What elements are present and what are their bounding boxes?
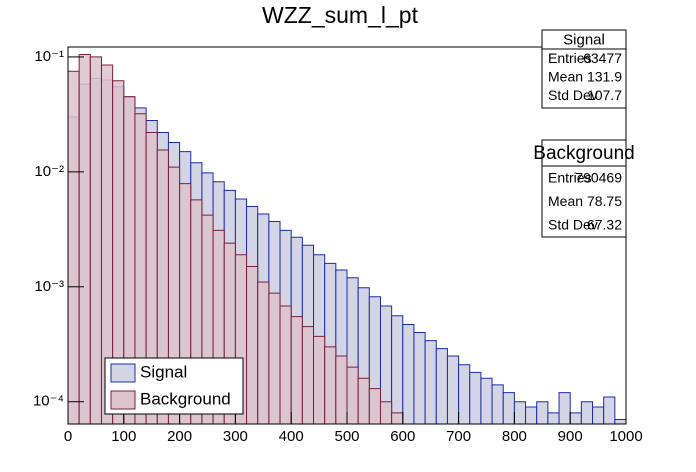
legend-swatch (110, 390, 136, 410)
stats-title: Signal (563, 31, 605, 48)
histogram-bar (458, 364, 470, 424)
stats-box (541, 29, 627, 109)
histogram-bar (603, 396, 615, 424)
histogram-bar (90, 56, 102, 425)
histogram-bar (592, 406, 604, 424)
x-tick-label: 600 (390, 428, 415, 445)
histogram-bar (324, 263, 336, 424)
x-tick-label: 900 (558, 428, 583, 445)
histogram-bar (469, 372, 481, 424)
stats-label: Mean (548, 68, 583, 84)
histogram-bar (347, 367, 359, 424)
x-tick-label: 500 (334, 428, 359, 445)
bar-outline (558, 392, 571, 424)
histogram-bar (402, 324, 414, 424)
y-tick-label: 10⁻³ (34, 278, 64, 295)
histogram-bar (559, 392, 571, 424)
stats-value: 131.9 (587, 68, 622, 84)
histogram-bar (436, 348, 448, 424)
x-tick-label: 1000 (609, 428, 642, 445)
histogram-bar (246, 266, 258, 424)
stats-value: 63477 (583, 50, 622, 66)
stats-value: 107.7 (587, 87, 622, 103)
histogram-bar (68, 71, 80, 424)
histogram-bar (324, 346, 336, 424)
histogram-bar (112, 80, 124, 424)
x-tick-label: 100 (111, 428, 136, 445)
histogram-bar (570, 412, 582, 424)
stats-value: 78.75 (587, 193, 622, 209)
stats-value: 67.32 (587, 216, 622, 232)
x-tick-label: 0 (64, 428, 72, 445)
stats-title: Background (533, 143, 634, 164)
y-tick-label: 10⁻² (34, 163, 64, 180)
histogram-bar (514, 401, 526, 424)
stats-value: 790469 (575, 169, 622, 185)
stats-label: Std Dev (548, 216, 598, 232)
stats-label: Mean (548, 193, 583, 209)
x-tick-label: 400 (279, 428, 304, 445)
histogram-bar (581, 401, 593, 424)
histogram-bar (391, 315, 403, 424)
histogram-bar (268, 293, 281, 424)
histogram-bar (335, 355, 347, 424)
histogram-bar (447, 355, 459, 424)
histogram-bar (380, 401, 392, 424)
histogram-bar (536, 401, 548, 424)
histogram-bar (79, 54, 91, 424)
histogram-bar (291, 316, 303, 424)
histogram-bar (302, 326, 314, 424)
histogram-bar (190, 199, 202, 424)
histogram-bar (347, 277, 359, 424)
legend-label: Background (140, 389, 231, 408)
histogram-bar (413, 332, 426, 424)
histogram-bar (123, 96, 135, 424)
legend-label: Signal (140, 362, 187, 381)
histogram-bar (101, 65, 113, 424)
stats-box (541, 139, 627, 238)
histogram-bar (257, 282, 269, 424)
histogram-bar (369, 296, 381, 424)
stats-label: Entries (548, 50, 592, 66)
histogram-bar (179, 183, 191, 424)
histogram-bar (146, 132, 158, 424)
histogram-bar (503, 392, 515, 424)
x-tick-label: 200 (167, 428, 192, 445)
histogram-bar (492, 384, 504, 424)
histogram-bar (369, 388, 381, 424)
bar-outline (603, 396, 616, 424)
histogram-bar (480, 378, 493, 424)
legend-swatch (110, 363, 136, 383)
x-tick-label: 700 (446, 428, 471, 445)
histogram-bar (358, 287, 370, 424)
stats-label: Std Dev (548, 87, 598, 103)
histogram-bar (235, 254, 247, 424)
histogram-bar (201, 215, 214, 424)
histogram-bar (547, 412, 560, 424)
y-tick-label: 10⁻¹ (34, 48, 64, 65)
histogram-bar (224, 243, 236, 424)
histogram-bar (213, 230, 225, 424)
y-tick-label: 10⁻⁴ (33, 393, 64, 410)
histogram-bar (157, 149, 169, 424)
x-tick-label: 300 (223, 428, 248, 445)
histogram-bar (335, 269, 347, 424)
histogram-bar (280, 306, 292, 424)
stats-label: Entries (548, 169, 592, 185)
histogram-bar (425, 340, 437, 424)
histogram-bar (614, 419, 626, 424)
histogram-bar (358, 378, 370, 424)
histogram-bar (525, 406, 537, 424)
histogram-bar (313, 336, 325, 424)
histogram-bar (391, 412, 403, 424)
histogram-bar (134, 113, 147, 424)
histogram-bar (168, 167, 180, 424)
histogram-bar (380, 306, 392, 424)
x-tick-label: 800 (502, 428, 527, 445)
chart-title: WZZ_sum_l_pt (262, 2, 419, 28)
